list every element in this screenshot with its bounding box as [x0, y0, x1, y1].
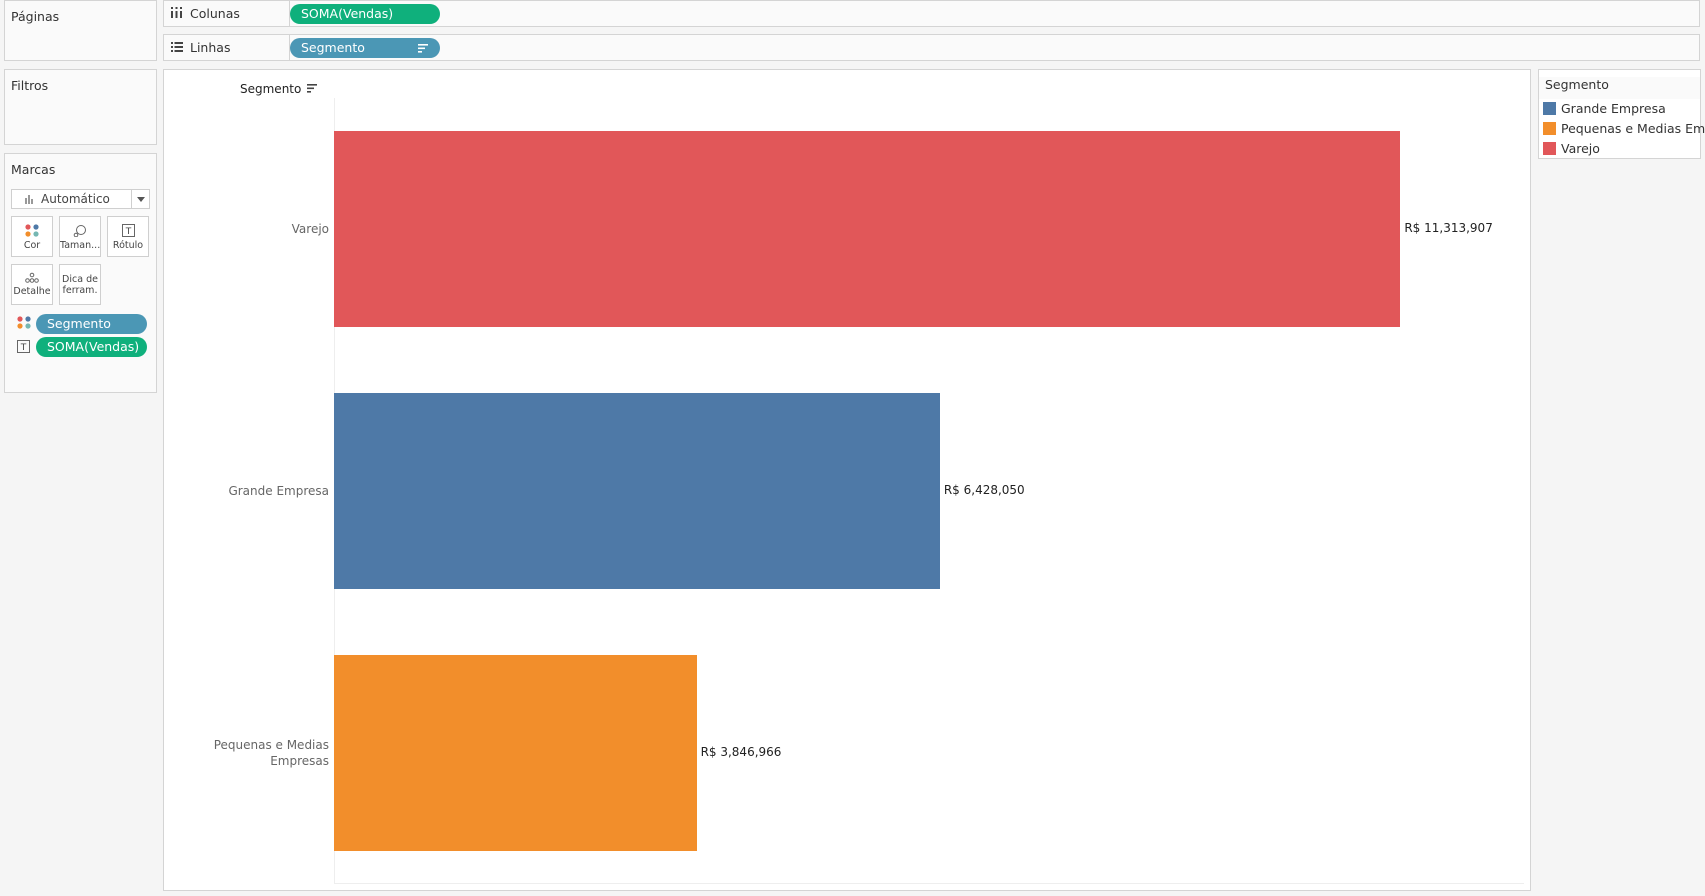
sort-descending-icon	[307, 84, 318, 93]
pages-card[interactable]: Páginas	[4, 0, 157, 61]
detail-button-label: Detalhe	[13, 286, 51, 297]
label-button-label: Rótulo	[112, 240, 144, 251]
columns-icon	[171, 7, 182, 18]
legend-item-label: Varejo	[1561, 141, 1600, 156]
color-button[interactable]: Cor	[11, 216, 53, 257]
value-label: R$ 3,846,966	[700, 745, 782, 759]
bar-chart-icon	[25, 195, 33, 204]
color-button-label: Cor	[23, 240, 41, 251]
mark-type-label: Automático	[41, 192, 110, 206]
pages-card-title: Páginas	[11, 9, 60, 24]
soma-vendas-column-pill[interactable]: SOMA(Vendas)	[290, 4, 440, 24]
legend-item-label: Grande Empresa	[1561, 101, 1666, 116]
columns-shelf[interactable]: Colunas SOMA(Vendas)	[163, 0, 1700, 27]
columns-shelf-text: Colunas	[190, 6, 240, 21]
segmento-row-pill-label: Segmento	[301, 40, 365, 55]
legend-item-label: Pequenas e Medias Em..	[1561, 121, 1705, 136]
row-header-label: Segmento	[240, 82, 302, 96]
bar[interactable]	[334, 393, 940, 589]
label-button[interactable]: T Rótulo	[107, 216, 149, 257]
chart-area: Segmento Varejo R$ 11,313,907 Grande Empre…	[163, 69, 1531, 891]
color-field-icon	[17, 316, 31, 329]
legend-swatch	[1543, 142, 1556, 155]
legend-swatch	[1543, 102, 1556, 115]
text-label-icon: T	[121, 224, 135, 237]
size-button[interactable]: Taman...	[59, 216, 101, 257]
filters-card-title: Filtros	[11, 78, 49, 93]
sort-descending-icon	[418, 44, 428, 53]
tooltip-button[interactable]: Dica de ferram.	[59, 264, 101, 305]
category-label[interactable]: Grande Empresa	[228, 484, 329, 498]
size-icon	[73, 225, 86, 237]
detail-dots-icon	[25, 272, 39, 283]
rows-shelf[interactable]: Linhas Segmento	[163, 34, 1700, 61]
baseline	[334, 883, 1524, 884]
marks-card: Marcas Automático Cor Taman... T Rótulo	[4, 153, 157, 393]
soma-vendas-label-pill[interactable]: SOMA(Vendas)	[36, 337, 147, 357]
row-header[interactable]: Segmento	[240, 82, 318, 96]
legend-swatch	[1543, 122, 1556, 135]
value-label: R$ 6,428,050	[943, 483, 1025, 497]
size-button-label: Taman...	[60, 240, 101, 251]
marks-card-title: Marcas	[11, 162, 56, 177]
category-label[interactable]: Pequenas e Medias Empresas	[213, 738, 329, 768]
bar[interactable]	[334, 655, 697, 851]
tooltip-button-label-line2: ferram.	[62, 285, 98, 296]
tooltip-button-label-line1: Dica de	[62, 274, 98, 285]
mark-type-dropdown[interactable]: Automático	[11, 189, 150, 209]
rows-list-icon	[171, 42, 183, 52]
value-label: R$ 11,313,907	[1404, 221, 1493, 235]
columns-shelf-label: Colunas	[164, 1, 290, 26]
bar[interactable]	[334, 131, 1401, 327]
legend-card[interactable]: Segmento Grande Empresa Pequenas e Media…	[1538, 69, 1705, 159]
detail-button[interactable]: Detalhe	[11, 264, 53, 305]
text-label-icon: T	[17, 340, 30, 353]
category-label[interactable]: Varejo	[291, 222, 329, 236]
segmento-color-pill[interactable]: Segmento	[36, 314, 147, 334]
rows-shelf-text: Linhas	[190, 40, 231, 55]
segmento-row-pill[interactable]: Segmento	[290, 38, 440, 58]
svg-text:T: T	[20, 343, 27, 353]
filters-card[interactable]: Filtros	[4, 69, 157, 145]
legend-title: Segmento	[1539, 77, 1700, 99]
color-dots-icon	[25, 224, 39, 237]
chevron-down-icon	[137, 197, 145, 202]
rows-shelf-label: Linhas	[164, 35, 290, 60]
svg-text:T: T	[124, 227, 131, 237]
